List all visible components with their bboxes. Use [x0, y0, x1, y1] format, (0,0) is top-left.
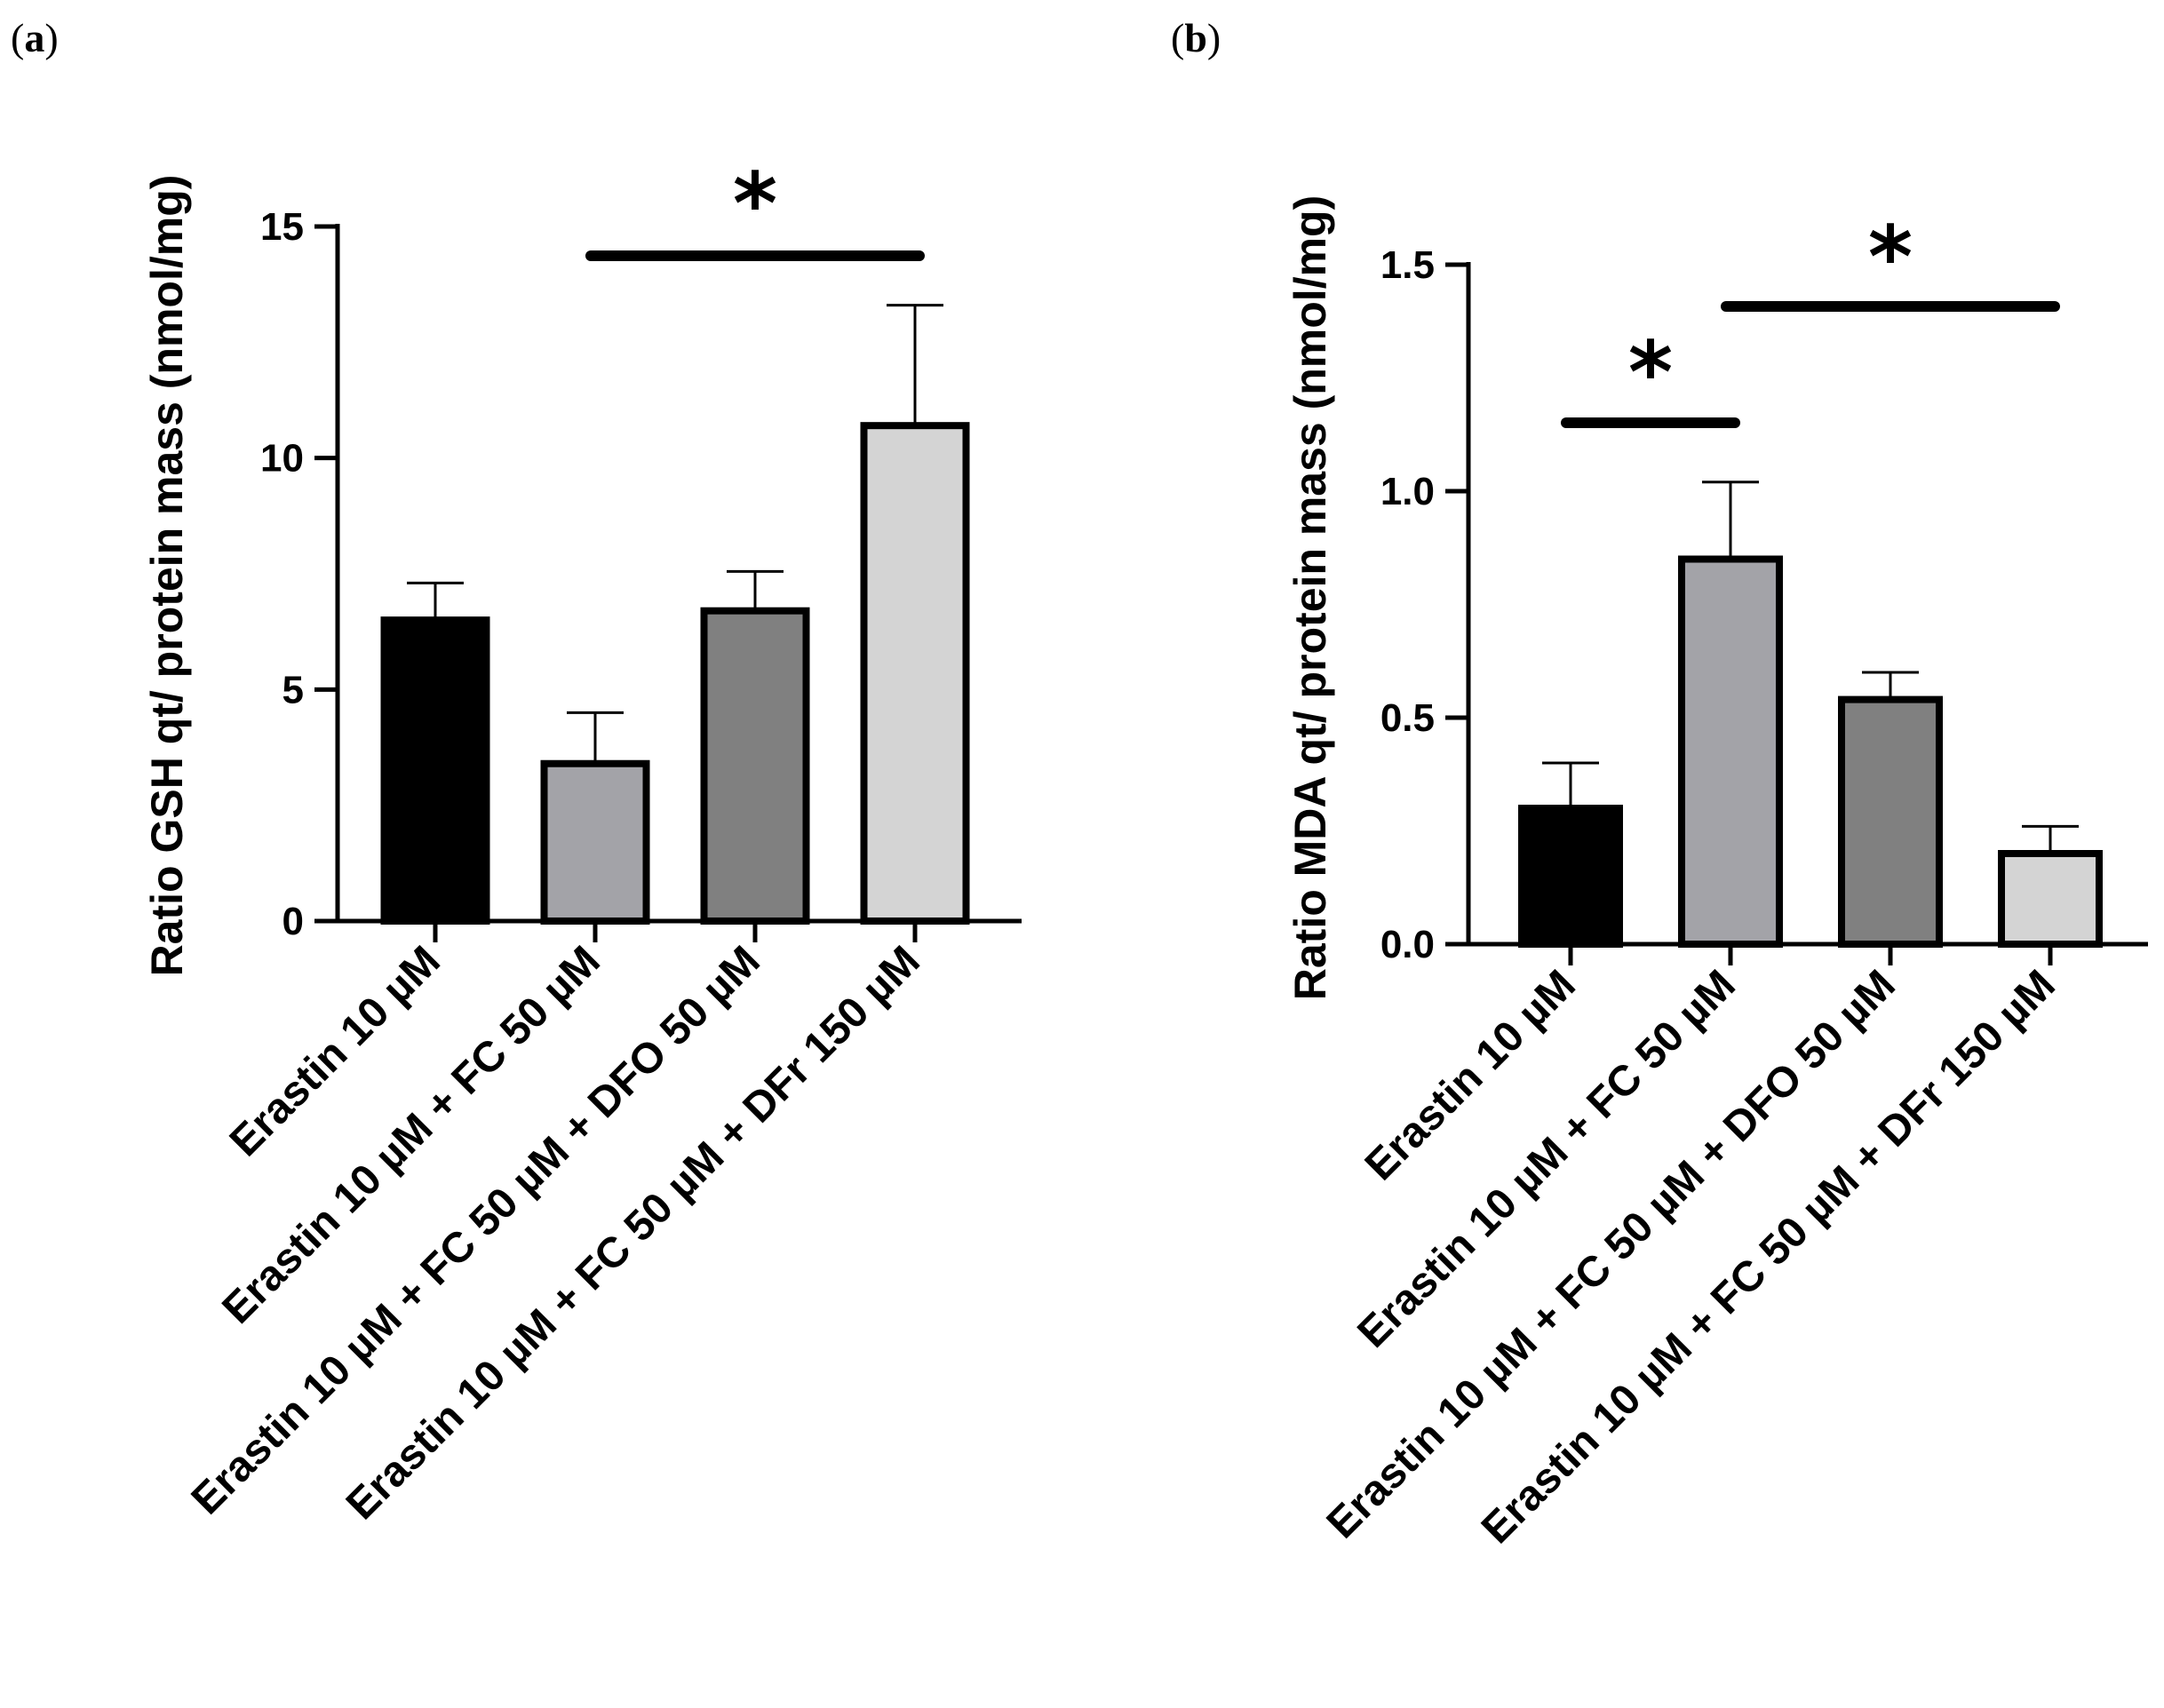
panel-a: (a) Ratio GSH qt/ protein mass (nmol/mg)… [11, 15, 1022, 1529]
panel-a-label: (a) [11, 15, 59, 60]
panel-a-significance-star-0: * [733, 155, 777, 254]
panel-b-label: (b) [1171, 15, 1221, 60]
panel-b: (b) Ratio MDA qt/ protein mass (nmol/mg)… [1171, 15, 2148, 1553]
panel-b-significance-star-0: * [1628, 323, 1673, 423]
panel-b-y-tick-label-1: 0.5 [1380, 696, 1435, 740]
panel-a-category-label-2: Erastin 10 µM + FC 50 µM + DFO 50 µM [183, 937, 769, 1523]
panel-b-category-label-2: Erastin 10 µM + FC 50 µM + DFO 50 µM [1318, 961, 1905, 1547]
panel-a-y-tick-label-0: 0 [282, 900, 304, 943]
panel-b-y-axis-title: Ratio MDA qt/ protein mass (nmol/mg) [1285, 195, 1335, 1001]
panel-b-bar-1 [1678, 555, 1783, 948]
panel-a-bar-0 [380, 616, 490, 925]
panel-a-y-tick-label-1: 5 [282, 668, 304, 711]
panel-b-bar-2 [1838, 695, 1943, 948]
panel-a-bar-2 [700, 607, 810, 925]
panel-a-bar-3 [860, 422, 970, 925]
panel-a-category-label-3: Erastin 10 µM + FC 50 µM + DFr 150 µM [338, 937, 929, 1529]
panel-b-significance-star-1: * [1868, 208, 1913, 307]
panel-b-y-tick-label-3: 1.5 [1380, 243, 1435, 287]
panel-b-category-label-3: Erastin 10 µM + FC 50 µM + DFr 150 µM [1473, 961, 2065, 1553]
panel-a-y-tick-label-3: 15 [260, 205, 304, 249]
panel-b-y-tick-label-0: 0.0 [1380, 923, 1435, 966]
panel-a-y-axis-title: Ratio GSH qt/ protein mass (nmol/mg) [142, 175, 192, 977]
panel-b-bar-0 [1518, 805, 1623, 948]
panel-b-bar-3 [1998, 850, 2103, 948]
panel-b-y-tick-label-2: 1.0 [1380, 470, 1435, 513]
panel-a-y-tick-label-2: 10 [260, 437, 304, 481]
panel-a-bar-1 [540, 759, 650, 925]
